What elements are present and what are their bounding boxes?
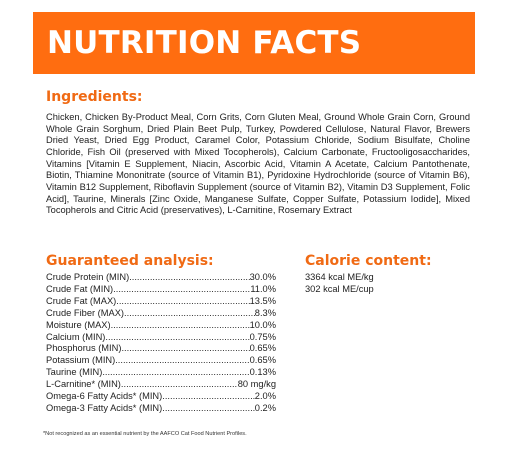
analysis-value: 0.75% (249, 331, 276, 342)
analysis-row: Omega-3 Fatty Acids* (MIN) 0.2% (46, 403, 276, 415)
guaranteed-analysis-heading: Guaranteed analysis: (46, 253, 214, 269)
ingredients-heading: Ingredients: (46, 89, 143, 105)
dot-leader (121, 343, 249, 355)
page-title: NUTRITION FACTS (47, 24, 362, 61)
analysis-row: Phosphorus (MIN) 0.65% (46, 343, 276, 355)
analysis-label: L-Carnitine* (MIN) (46, 379, 121, 390)
calorie-content-list: 3364 kcal ME/kg 302 kcal ME/cup (305, 272, 374, 296)
analysis-row: Calcium (MIN) 0.75% (46, 332, 276, 344)
dot-leader (115, 355, 249, 367)
dot-leader (162, 391, 255, 403)
analysis-label: Potassium (MIN) (46, 355, 116, 366)
analysis-value: 0.13% (249, 367, 276, 378)
dot-leader (102, 367, 249, 379)
analysis-label: Moisture (MAX) (46, 319, 111, 330)
footnote: *Not recognized as an essential nutrient… (43, 431, 247, 437)
calorie-line-per-kg: 3364 kcal ME/kg (305, 272, 374, 282)
analysis-label: Crude Protein (MIN) (46, 272, 130, 282)
analysis-label: Crude Fat (MAX) (46, 295, 117, 306)
analysis-row: Moisture (MAX) 10.0% (46, 320, 276, 332)
dot-leader (113, 284, 250, 296)
analysis-row: Omega-6 Fatty Acids* (MIN) 2.0% (46, 391, 276, 403)
dot-leader (162, 403, 255, 415)
calorie-line-per-cup: 302 kcal ME/cup (305, 283, 374, 294)
dot-leader (121, 379, 238, 391)
analysis-row: Potassium (MIN) 0.65% (46, 355, 276, 367)
analysis-value: 0.65% (249, 355, 276, 366)
dot-leader (116, 296, 249, 308)
analysis-label: Omega-3 Fatty Acids* (MIN) (46, 402, 163, 413)
analysis-label: Crude Fat (MIN) (46, 283, 114, 294)
analysis-label: Taurine (MIN) (46, 367, 103, 378)
dot-leader (129, 272, 249, 284)
calorie-content-heading: Calorie content: (305, 253, 432, 269)
analysis-row: Crude Fat (MIN) 11.0% (46, 284, 276, 296)
analysis-label: Calcium (MIN) (46, 331, 106, 342)
analysis-value: 11.0% (250, 283, 276, 294)
guaranteed-analysis-list: Crude Protein (MIN) 30.0% Crude Fat (MIN)… (46, 272, 276, 415)
dot-leader (111, 320, 250, 332)
analysis-value: 10.0% (249, 319, 276, 330)
analysis-value: 8.3% (254, 307, 276, 318)
ingredients-text: Chicken, Chicken By-Product Meal, Corn G… (46, 112, 470, 216)
analysis-label: Omega-6 Fatty Acids* (MIN) (46, 391, 163, 402)
dot-leader (124, 308, 255, 320)
analysis-label: Crude Fiber (MAX) (46, 307, 125, 318)
analysis-value: 0.2% (254, 402, 276, 413)
analysis-value: 0.65% (249, 343, 276, 354)
analysis-row: Crude Fiber (MAX) 8.3% (46, 308, 276, 320)
analysis-label: Phosphorus (MIN) (46, 343, 122, 354)
analysis-row: L-Carnitine* (MIN) 80 mg/kg (46, 379, 276, 391)
analysis-value: 13.5% (249, 295, 276, 306)
analysis-value: 80 mg/kg (237, 379, 276, 390)
analysis-value: 30.0% (249, 272, 276, 282)
analysis-row: Crude Protein (MIN) 30.0% (46, 272, 276, 284)
title-banner: NUTRITION FACTS (33, 12, 475, 74)
analysis-row: Taurine (MIN) 0.13% (46, 367, 276, 379)
analysis-row: Crude Fat (MAX) 13.5% (46, 296, 276, 308)
dot-leader (105, 332, 249, 344)
analysis-value: 2.0% (254, 391, 276, 402)
